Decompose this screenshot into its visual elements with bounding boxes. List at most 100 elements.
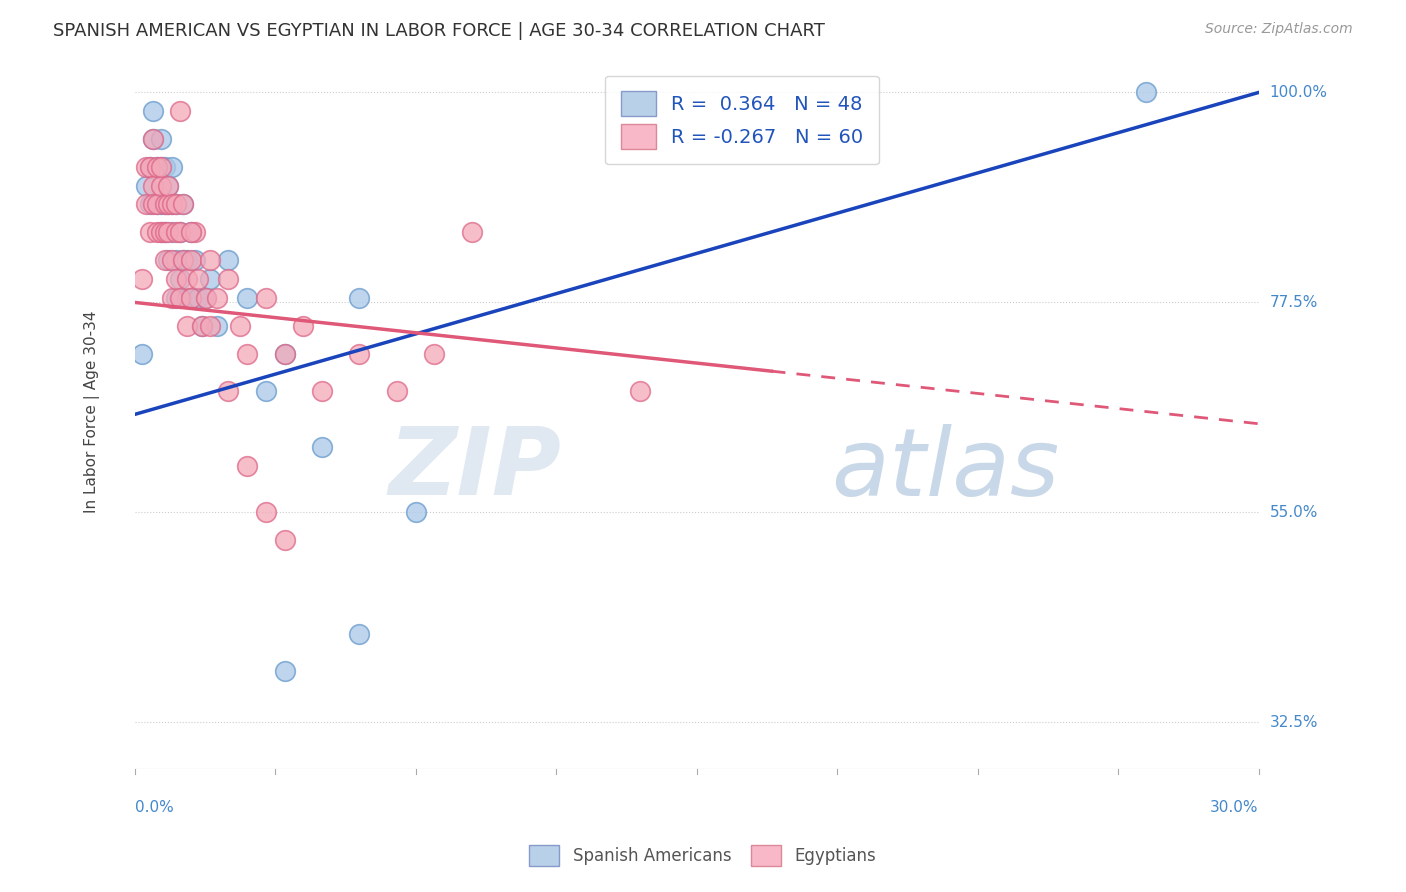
- Point: [180, 226, 202, 240]
- Point: [146, 160, 169, 174]
- Point: [183, 226, 205, 240]
- Point: [142, 197, 165, 211]
- Point: [1135, 86, 1157, 100]
- Point: [180, 291, 202, 305]
- Point: [292, 318, 315, 333]
- Text: Source: ZipAtlas.com: Source: ZipAtlas.com: [1205, 22, 1353, 37]
- Point: [194, 291, 217, 305]
- Text: 0.0%: 0.0%: [135, 799, 173, 814]
- Point: [165, 197, 187, 211]
- Point: [138, 197, 160, 211]
- Text: 32.5%: 32.5%: [1270, 714, 1319, 730]
- Point: [165, 226, 187, 240]
- Point: [180, 253, 202, 268]
- Point: [176, 318, 198, 333]
- Point: [176, 291, 198, 305]
- Point: [180, 226, 202, 240]
- Point: [160, 197, 183, 211]
- Point: [349, 347, 371, 361]
- Point: [149, 160, 172, 174]
- Point: [146, 226, 169, 240]
- Point: [198, 253, 221, 268]
- Text: ZIP: ZIP: [389, 423, 562, 516]
- Point: [198, 272, 221, 286]
- Legend: Spanish Americans, Egyptians: Spanish Americans, Egyptians: [523, 838, 883, 873]
- Point: [423, 347, 446, 361]
- Point: [153, 253, 176, 268]
- Point: [135, 160, 157, 174]
- Point: [217, 253, 239, 268]
- Point: [157, 178, 180, 193]
- Point: [187, 291, 209, 305]
- Text: 30.0%: 30.0%: [1211, 799, 1258, 814]
- Point: [228, 318, 250, 333]
- Point: [176, 272, 198, 286]
- Point: [149, 178, 172, 193]
- Point: [205, 291, 228, 305]
- Point: [135, 197, 157, 211]
- Point: [146, 197, 169, 211]
- Point: [160, 253, 183, 268]
- Point: [273, 347, 295, 361]
- Point: [236, 347, 259, 361]
- Point: [165, 197, 187, 211]
- Point: [385, 384, 408, 398]
- Point: [146, 160, 169, 174]
- Point: [169, 226, 191, 240]
- Point: [176, 253, 198, 268]
- Point: [138, 160, 160, 174]
- Text: In Labor Force | Age 30-34: In Labor Force | Age 30-34: [84, 310, 100, 513]
- Text: 55.0%: 55.0%: [1270, 505, 1317, 520]
- Point: [205, 318, 228, 333]
- Point: [461, 226, 484, 240]
- Point: [149, 197, 172, 211]
- Point: [135, 178, 157, 193]
- Point: [273, 533, 295, 548]
- Point: [172, 197, 194, 211]
- Point: [311, 440, 333, 454]
- Point: [169, 104, 191, 119]
- Point: [157, 253, 180, 268]
- Text: 100.0%: 100.0%: [1270, 85, 1327, 100]
- Point: [405, 505, 427, 519]
- Point: [153, 197, 176, 211]
- Point: [630, 384, 652, 398]
- Point: [273, 664, 295, 678]
- Point: [153, 226, 176, 240]
- Point: [157, 178, 180, 193]
- Point: [172, 197, 194, 211]
- Legend: R =  0.364   N = 48, R = -0.267   N = 60: R = 0.364 N = 48, R = -0.267 N = 60: [605, 76, 879, 164]
- Point: [146, 197, 169, 211]
- Point: [160, 197, 183, 211]
- Point: [149, 226, 172, 240]
- Point: [254, 291, 277, 305]
- Point: [254, 384, 277, 398]
- Point: [217, 272, 239, 286]
- Point: [254, 505, 277, 519]
- Point: [169, 272, 191, 286]
- Point: [761, 814, 783, 828]
- Point: [153, 160, 176, 174]
- Point: [194, 291, 217, 305]
- Point: [169, 291, 191, 305]
- Point: [157, 226, 180, 240]
- Point: [153, 197, 176, 211]
- Point: [236, 458, 259, 473]
- Point: [142, 178, 165, 193]
- Point: [311, 384, 333, 398]
- Point: [142, 104, 165, 119]
- Point: [183, 253, 205, 268]
- Point: [131, 272, 153, 286]
- Text: atlas: atlas: [831, 424, 1060, 515]
- Point: [157, 197, 180, 211]
- Point: [157, 197, 180, 211]
- Point: [160, 291, 183, 305]
- Point: [153, 226, 176, 240]
- Point: [236, 291, 259, 305]
- Point: [172, 253, 194, 268]
- Point: [165, 291, 187, 305]
- Point: [138, 160, 160, 174]
- Point: [165, 272, 187, 286]
- Text: 77.5%: 77.5%: [1270, 295, 1317, 310]
- Point: [172, 253, 194, 268]
